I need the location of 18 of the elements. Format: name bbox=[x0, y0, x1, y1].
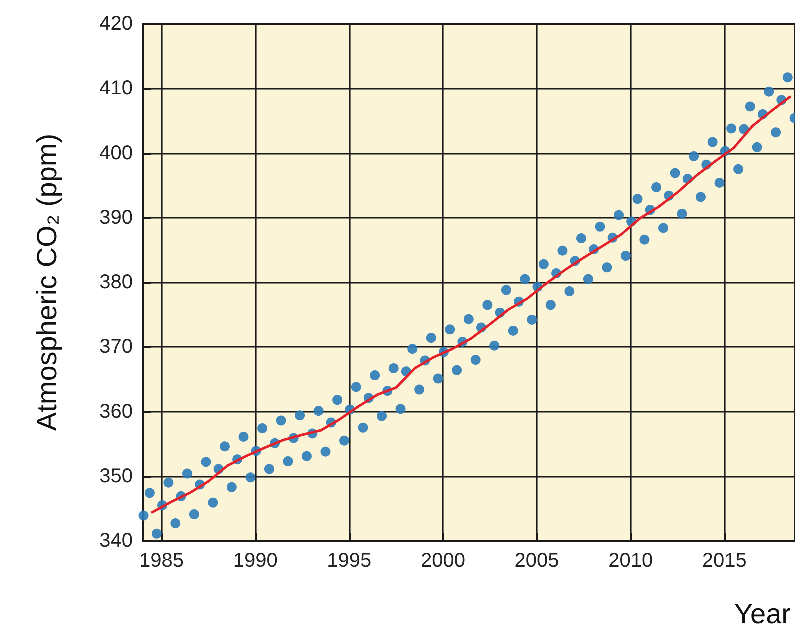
x-tick-label: 2015 bbox=[702, 550, 747, 572]
x-tick-label: 1990 bbox=[233, 550, 278, 572]
y-tick-label: 380 bbox=[100, 272, 133, 294]
y-tick-label: 340 bbox=[100, 530, 133, 552]
x-tick-label: 1995 bbox=[327, 550, 372, 572]
x-tick-label: 2005 bbox=[514, 550, 560, 572]
x-axis-title: Year bbox=[734, 598, 792, 630]
y-tick-label: 410 bbox=[100, 78, 133, 100]
y-tick-label: 420 bbox=[100, 13, 133, 35]
x-tick-label: 2010 bbox=[608, 550, 654, 572]
y-tick-label: 400 bbox=[100, 142, 133, 164]
y-tick-label: 360 bbox=[100, 400, 133, 423]
y-tick-label: 390 bbox=[100, 206, 133, 229]
y-tick-label: 350 bbox=[100, 465, 133, 488]
y-tick-label: 370 bbox=[100, 336, 133, 358]
x-tick-label: 1985 bbox=[140, 550, 184, 572]
y-axis-title: Atmospheric CO₂ (ppm) bbox=[32, 134, 62, 432]
x-tick-label: 2000 bbox=[420, 550, 466, 572]
